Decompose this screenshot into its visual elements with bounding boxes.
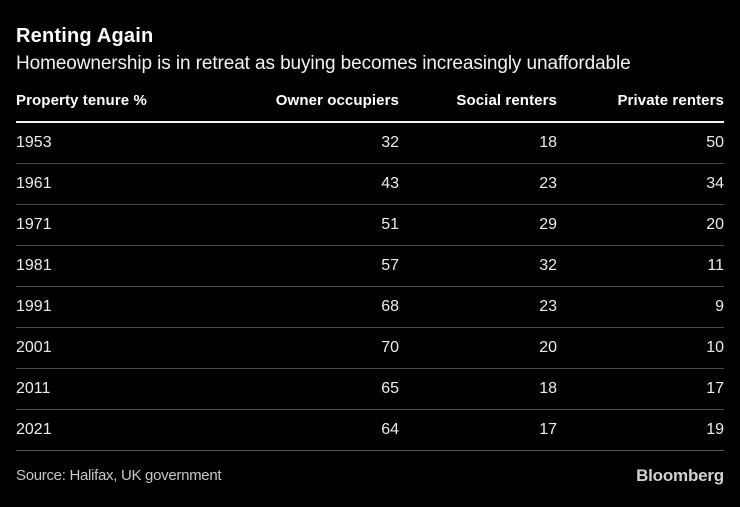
owner-occupiers-cell: 68 — [216, 286, 399, 328]
owner-occupiers-cell: 51 — [216, 204, 399, 246]
table-header: Property tenure % Owner occupiers Social… — [16, 92, 724, 123]
table-row: 1971 51 29 20 — [16, 204, 724, 246]
table-row: 1953 32 18 50 — [16, 122, 724, 164]
social-renters-cell: 23 — [399, 286, 557, 328]
table-row: 1981 57 32 11 — [16, 245, 724, 287]
table-row: 2021 64 17 19 — [16, 409, 724, 451]
chart-header: Renting Again Homeownership is in retrea… — [16, 0, 724, 76]
column-header-property-tenure: Property tenure % — [16, 92, 216, 123]
owner-occupiers-cell: 65 — [216, 368, 399, 410]
social-renters-cell: 17 — [399, 409, 557, 451]
private-renters-cell: 34 — [557, 163, 724, 205]
table-body: 1953 32 18 50 1961 43 23 34 1971 51 29 2… — [16, 122, 724, 451]
private-renters-cell: 11 — [557, 245, 724, 287]
social-renters-cell: 23 — [399, 163, 557, 205]
year-cell: 1953 — [16, 122, 216, 164]
page-title: Renting Again — [16, 25, 154, 47]
table-row: 2001 70 20 10 — [16, 327, 724, 369]
owner-occupiers-cell: 64 — [216, 409, 399, 451]
year-cell: 2011 — [16, 368, 216, 410]
private-renters-cell: 9 — [557, 286, 724, 328]
property-tenure-table: Property tenure % Owner occupiers Social… — [16, 92, 724, 451]
year-cell: 1991 — [16, 286, 216, 328]
owner-occupiers-cell: 57 — [216, 245, 399, 287]
private-renters-cell: 50 — [557, 122, 724, 164]
year-cell: 1981 — [16, 245, 216, 287]
private-renters-cell: 10 — [557, 327, 724, 369]
owner-occupiers-cell: 32 — [216, 122, 399, 164]
owner-occupiers-cell: 70 — [216, 327, 399, 369]
column-header-social-renters: Social renters — [399, 92, 557, 123]
social-renters-cell: 20 — [399, 327, 557, 369]
year-cell: 2001 — [16, 327, 216, 369]
bloomberg-logo: Bloomberg — [636, 465, 724, 485]
owner-occupiers-cell: 43 — [216, 163, 399, 205]
year-cell: 1961 — [16, 163, 216, 205]
private-renters-cell: 17 — [557, 368, 724, 410]
column-header-private-renters: Private renters — [557, 92, 724, 123]
private-renters-cell: 19 — [557, 409, 724, 451]
table-row: 1961 43 23 34 — [16, 163, 724, 205]
chart-footer: Source: Halifax, UK government Bloomberg — [16, 466, 724, 486]
social-renters-cell: 32 — [399, 245, 557, 287]
table-row: 2011 65 18 17 — [16, 368, 724, 410]
column-header-owner-occupiers: Owner occupiers — [216, 92, 399, 123]
social-renters-cell: 18 — [399, 368, 557, 410]
social-renters-cell: 29 — [399, 204, 557, 246]
year-cell: 2021 — [16, 409, 216, 451]
source-note: Source: Halifax, UK government — [16, 467, 222, 484]
table-header-row: Property tenure % Owner occupiers Social… — [16, 92, 724, 123]
chart-subtitle: Homeownership is in retreat as buying be… — [16, 53, 631, 74]
table-row: 1991 68 23 9 — [16, 286, 724, 328]
social-renters-cell: 18 — [399, 122, 557, 164]
private-renters-cell: 20 — [557, 204, 724, 246]
year-cell: 1971 — [16, 204, 216, 246]
